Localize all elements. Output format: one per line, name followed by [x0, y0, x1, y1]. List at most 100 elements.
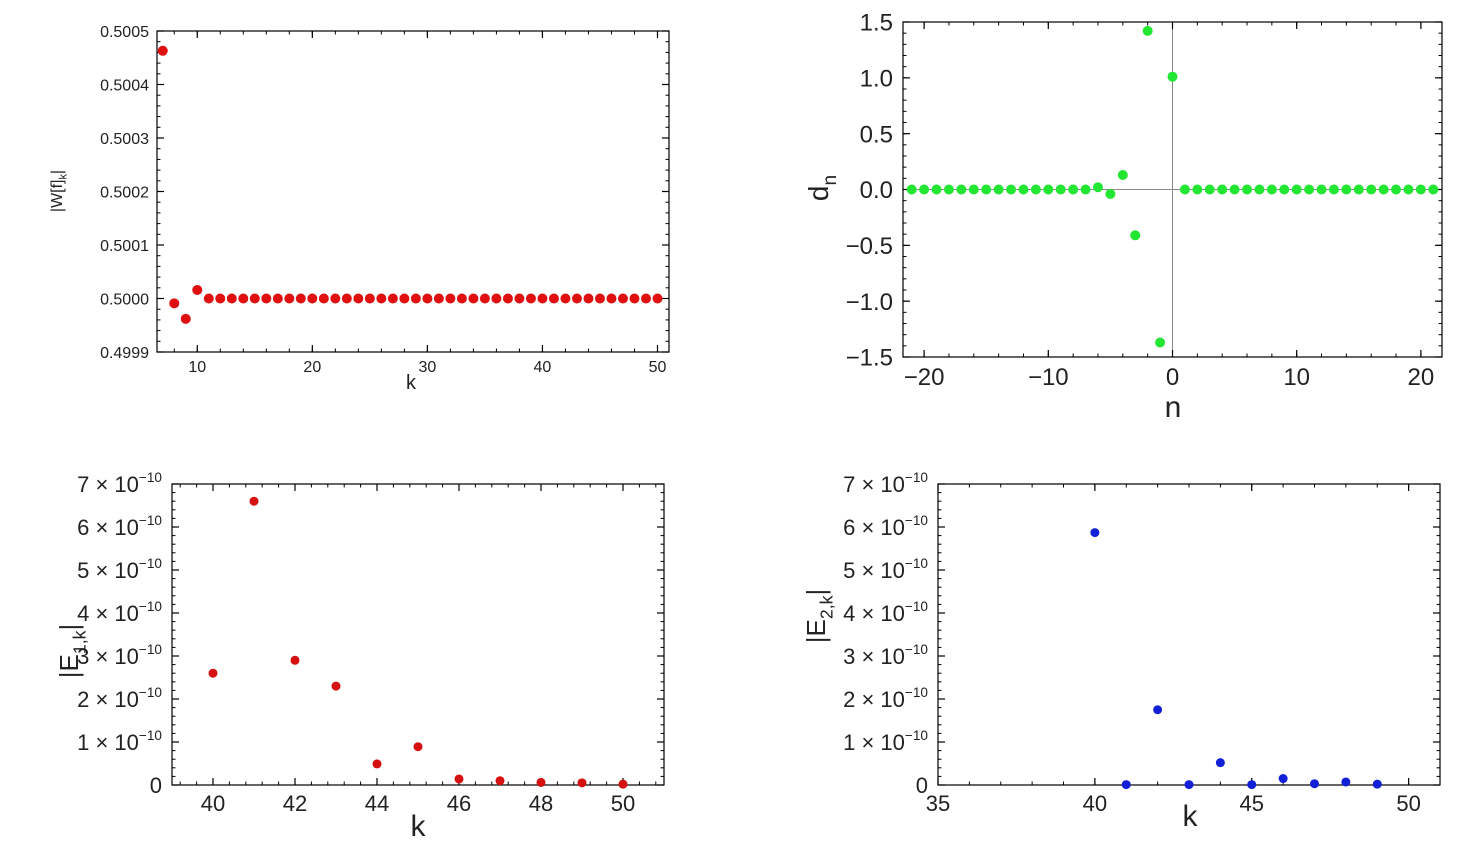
chart-panel-bottom-right: 35 40 45 50 0 1 × 10−10 2 × 10−10 3 × 10−10 4 × …	[801, 470, 1441, 833]
data-point	[577, 778, 587, 788]
data-point	[318, 293, 329, 304]
x-tick-label: 0	[1166, 364, 1179, 391]
y-tick-label: 2 × 10−10	[843, 685, 928, 712]
data-point	[1090, 528, 1100, 538]
data-point	[1215, 758, 1225, 768]
y-tick-label: 1.0	[860, 65, 893, 92]
data-point	[1378, 184, 1389, 195]
data-point	[192, 284, 203, 295]
data-point	[1117, 169, 1128, 180]
data-point	[1415, 184, 1426, 195]
x-tick-label: −20	[904, 364, 945, 391]
x-tick-label: 50	[649, 359, 667, 376]
data-point	[1167, 71, 1178, 82]
x-tick-label: 48	[529, 791, 553, 816]
y-tick-label: 6 × 10−10	[843, 513, 928, 540]
data-point	[454, 774, 464, 784]
data-point	[180, 313, 191, 324]
y-axis-label: |E2,k|	[801, 589, 836, 643]
data-point	[1229, 184, 1240, 195]
data-point	[1242, 184, 1253, 195]
plot-frame	[171, 483, 665, 786]
data-point	[1391, 184, 1402, 195]
data-point	[1142, 25, 1153, 36]
data-point	[537, 293, 548, 304]
x-tick-label: 20	[1408, 364, 1435, 391]
x-axis-label: k	[1183, 800, 1199, 833]
data-point	[157, 45, 168, 56]
data-point	[1304, 184, 1315, 195]
data-point	[1184, 780, 1194, 790]
y-axis-label: |W[f]k|	[49, 170, 69, 212]
data-point	[536, 777, 546, 787]
y-tick-label: 2 × 10−10	[77, 685, 162, 712]
data-point	[1092, 182, 1103, 193]
data-point	[1080, 184, 1091, 195]
data-point	[399, 293, 410, 304]
y-tick-label: −1.5	[846, 345, 893, 372]
data-point	[560, 293, 571, 304]
data-point	[919, 184, 930, 195]
data-point	[307, 293, 318, 304]
data-point	[330, 293, 341, 304]
y-tick-label: 1 × 10−10	[843, 728, 928, 755]
x-tick-label: 20	[303, 359, 321, 376]
data-point	[491, 293, 502, 304]
data-point	[249, 293, 260, 304]
data-point	[1316, 184, 1327, 195]
x-tick-label: 42	[283, 791, 307, 816]
data-point	[1279, 184, 1290, 195]
data-point	[906, 184, 917, 195]
data-point	[272, 293, 283, 304]
data-point	[618, 779, 628, 789]
data-point	[1372, 779, 1382, 789]
data-point	[1130, 230, 1141, 241]
data-point	[249, 496, 259, 506]
x-tick-label: 10	[1283, 364, 1310, 391]
plot-frame	[937, 483, 1441, 786]
data-point	[1030, 184, 1041, 195]
y-tick-label: 5 × 10−10	[77, 556, 162, 583]
x-axis-label: n	[1165, 391, 1182, 424]
data-point	[353, 293, 364, 304]
data-point	[445, 293, 456, 304]
chart-panel-top-right: −20 −10 0 10 20 −1.5 −1.0 −0.5 0.0 0.5 1.0 1.5 n dn	[803, 10, 1443, 424]
data-point	[1204, 184, 1215, 195]
y-tick-label: 5 × 10−10	[843, 556, 928, 583]
data-point	[1179, 184, 1190, 195]
data-point	[410, 293, 421, 304]
data-point	[514, 293, 525, 304]
x-axis-label: k	[406, 372, 417, 394]
data-point	[1018, 184, 1029, 195]
data-point	[169, 298, 180, 309]
data-point	[226, 293, 237, 304]
data-point	[943, 184, 954, 195]
y-tick-label: 0.5001	[100, 238, 149, 255]
data-point	[1006, 184, 1017, 195]
y-tick-label: 4 × 10−10	[843, 599, 928, 626]
data-point	[215, 293, 226, 304]
data-point	[1366, 184, 1377, 195]
x-tick-label: 40	[201, 791, 225, 816]
y-tick-label: 0	[916, 773, 928, 798]
data-point	[1266, 184, 1277, 195]
data-point	[1254, 184, 1265, 195]
y-tick-label: −0.5	[846, 233, 893, 260]
data-point	[1043, 184, 1054, 195]
y-tick-label: −1.0	[846, 289, 893, 316]
data-point	[295, 293, 306, 304]
plot-frame	[156, 30, 670, 353]
data-point	[640, 293, 651, 304]
data-point	[372, 759, 382, 769]
data-point	[629, 293, 640, 304]
data-point	[1153, 705, 1163, 715]
data-point	[594, 293, 605, 304]
data-point	[652, 293, 663, 304]
y-tick-label: 6 × 10−10	[77, 513, 162, 540]
data-point	[1341, 184, 1352, 195]
x-tick-label: 50	[1396, 791, 1420, 816]
data-point	[1068, 184, 1079, 195]
x-tick-label: 45	[1240, 791, 1264, 816]
data-point	[1291, 184, 1302, 195]
